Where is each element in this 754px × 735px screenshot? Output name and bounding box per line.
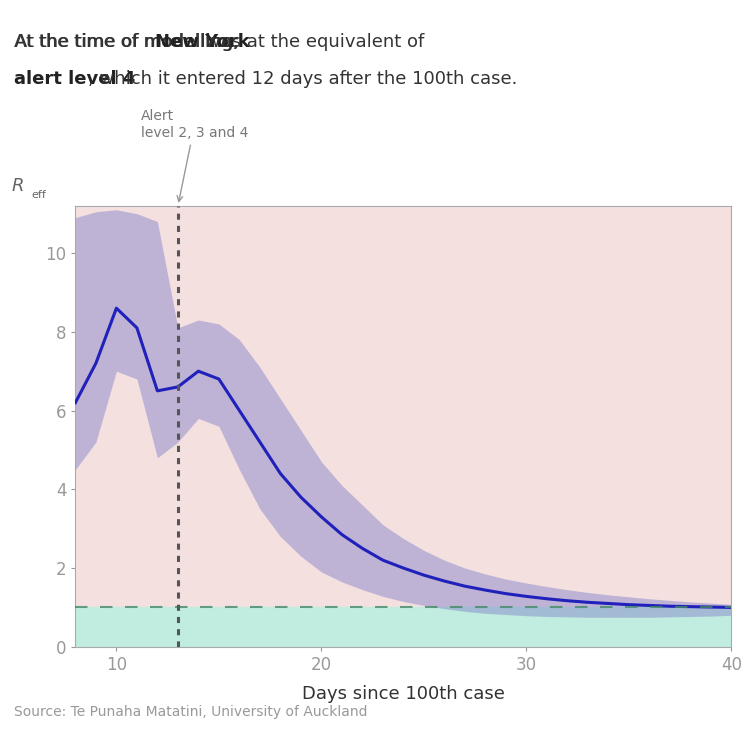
Text: eff: eff [32, 190, 47, 200]
Text: At the time of modelling,: At the time of modelling, [15, 33, 245, 51]
Text: At the time of modelling,: At the time of modelling, [14, 33, 244, 51]
Text: R: R [11, 177, 24, 195]
Text: was at the equivalent of: was at the equivalent of [201, 33, 425, 51]
Text: At the time of modelling, ​New York​ was at the equivalent of: At the time of modelling, ​New York​ was… [15, 33, 552, 51]
Text: , which it entered 12 days after the 100th case.: , which it entered 12 days after the 100… [87, 70, 517, 87]
X-axis label: Days since 100th case: Days since 100th case [302, 685, 505, 703]
Text: Alert
level 2, 3 and 4: Alert level 2, 3 and 4 [141, 110, 248, 201]
Text: alert level 4: alert level 4 [14, 70, 135, 87]
Text: New York: New York [155, 33, 250, 51]
Text: Source: Te Punaha Matatini, University of Auckland: Source: Te Punaha Matatini, University o… [14, 705, 367, 719]
